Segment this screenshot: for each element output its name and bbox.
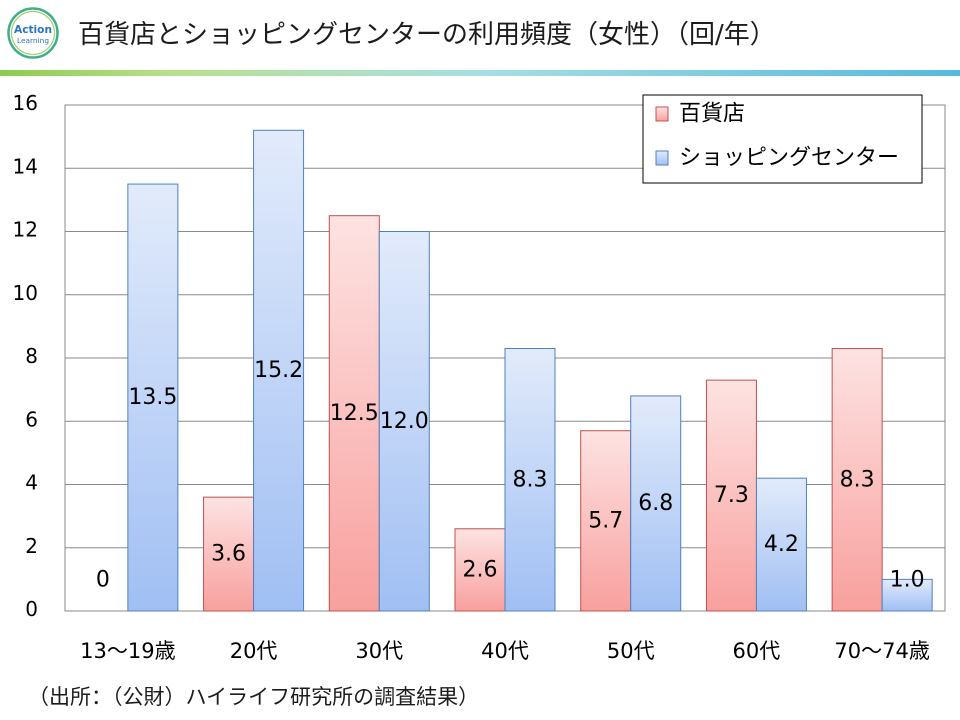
bar-chart: 0 3.6 12.5 2.6 5.7 7.3 8.3 13.5 15.2 12.0 8.3 6.8 4.… [13, 91, 946, 663]
shopping-center-bar-4 [504, 348, 556, 612]
x-tick-label-2: 20代 [230, 639, 278, 663]
shopping-center-bar-6 [755, 477, 807, 612]
data-labels: 0 3.6 12.5 2.6 5.7 7.3 8.3 13.5 15.2 12.0 8.3 6.8 4.… [96, 358, 925, 592]
y-axis-tick-labels: 0 2 4 6 8 10 12 14 16 [13, 91, 38, 621]
y-tick-label-4: 4 [25, 471, 38, 495]
shopping-center-value-label-4: 8.3 [513, 467, 548, 492]
department-store-value-label-3: 12.5 [330, 401, 379, 426]
shopping-center-value-label-2: 15.2 [254, 358, 303, 383]
shopping-center-value-label-3: 12.0 [380, 409, 429, 434]
x-tick-label-5: 50代 [607, 639, 655, 663]
shopping-center-bar-3 [378, 231, 430, 612]
department-store-value-label-5: 5.7 [588, 508, 623, 533]
department-store-bar-7 [831, 348, 883, 612]
legend-swatch-department-store [655, 106, 669, 122]
y-tick-label-16: 16 [13, 91, 38, 115]
department-store-bar-5 [580, 430, 632, 612]
shopping-center-value-label-1: 13.5 [128, 385, 177, 410]
y-tick-label-8: 8 [25, 344, 38, 368]
shopping-center-value-label-5: 6.8 [638, 491, 673, 516]
x-axis-category-labels: 13〜19歳 20代 30代 40代 50代 60代 70〜74歳 [80, 639, 930, 663]
shopping-center-bar-5 [630, 395, 682, 612]
department-store-value-label-6: 7.3 [714, 483, 749, 508]
action-learning-logo: Action Learning [7, 7, 59, 59]
department-store-bar-6 [705, 379, 757, 612]
shopping-center-value-label-6: 4.2 [764, 532, 799, 557]
department-store-value-label-4: 2.6 [463, 557, 498, 582]
y-tick-label-10: 10 [13, 281, 38, 305]
legend-label-department-store: 百貨店 [679, 102, 745, 127]
department-store-value-label-7: 8.3 [840, 467, 875, 492]
legend: 百貨店 ショッピングセンター [642, 94, 923, 184]
department-store-value-label-1: 0 [96, 568, 110, 593]
legend-box [642, 94, 923, 184]
logo-text-learning: Learning [17, 37, 49, 45]
legend-label-shopping-center: ショッピングセンター [679, 146, 899, 171]
legend-swatch-shopping-center [655, 150, 669, 166]
department-store-bar-3 [328, 215, 380, 612]
y-tick-label-14: 14 [13, 154, 38, 178]
y-tick-label-2: 2 [25, 534, 38, 558]
bars [127, 129, 933, 612]
logo-text-action: Action [14, 24, 52, 36]
x-tick-label-7: 70〜74歳 [834, 639, 929, 663]
y-tick-label-0: 0 [25, 597, 38, 621]
x-tick-label-3: 30代 [355, 639, 403, 663]
shopping-center-value-label-7: 1.0 [890, 568, 925, 593]
shopping-center-bar-1 [127, 183, 179, 612]
x-tick-label-6: 60代 [733, 639, 781, 663]
y-tick-label-6: 6 [25, 407, 38, 431]
title-underline [0, 70, 960, 76]
page-title: 百貨店とショッピングセンターの利用頻度（女性）（回/年） [78, 20, 776, 50]
x-tick-label-4: 40代 [481, 639, 529, 663]
shopping-center-bar-2 [253, 129, 305, 612]
department-store-bar-4 [454, 528, 506, 612]
department-store-value-label-2: 3.6 [211, 542, 246, 567]
shopping-center-bar-7 [881, 578, 933, 612]
source-note: （出所：（公財）ハイライフ研究所の調査結果） [28, 685, 480, 709]
y-tick-label-12: 12 [13, 218, 38, 242]
x-tick-label-1: 13〜19歳 [80, 639, 175, 663]
